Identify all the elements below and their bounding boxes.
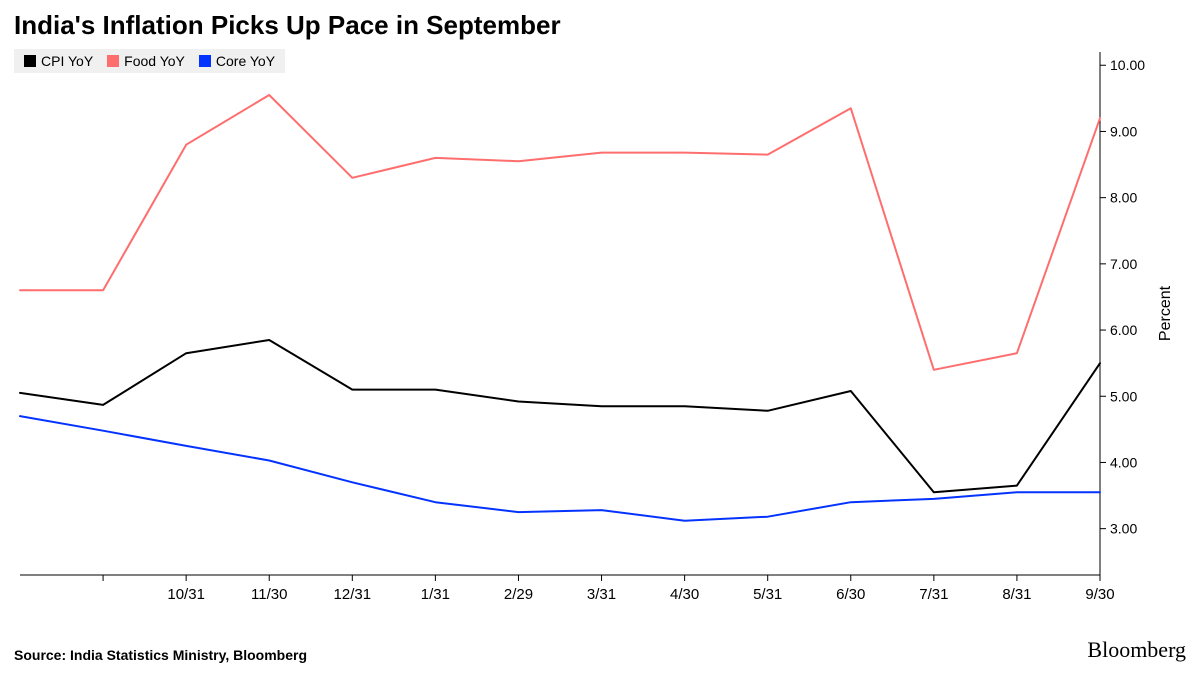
svg-text:9.00: 9.00 [1110, 123, 1137, 139]
svg-text:1/31: 1/31 [421, 586, 450, 603]
svg-text:10/31: 10/31 [167, 586, 205, 603]
svg-text:5.00: 5.00 [1110, 388, 1137, 404]
svg-text:3.00: 3.00 [1110, 521, 1137, 537]
source-text: Source: India Statistics Ministry, Bloom… [14, 647, 307, 663]
svg-text:3/31: 3/31 [587, 586, 616, 603]
svg-text:6/30: 6/30 [836, 586, 865, 603]
chart-title: India's Inflation Picks Up Pace in Septe… [0, 0, 1200, 47]
svg-text:12/31: 12/31 [334, 586, 372, 603]
svg-text:7.00: 7.00 [1110, 256, 1137, 272]
svg-text:8/31: 8/31 [1002, 586, 1031, 603]
svg-text:5/31: 5/31 [753, 586, 782, 603]
svg-text:6.00: 6.00 [1110, 322, 1137, 338]
svg-text:4/30: 4/30 [670, 586, 699, 603]
svg-text:4.00: 4.00 [1110, 454, 1137, 470]
svg-text:11/30: 11/30 [251, 586, 287, 603]
brand-label: Bloomberg [1087, 637, 1186, 663]
svg-text:10.00: 10.00 [1110, 57, 1145, 73]
svg-text:2/29: 2/29 [504, 586, 533, 603]
svg-text:9/30: 9/30 [1085, 586, 1114, 603]
svg-text:7/31: 7/31 [919, 586, 948, 603]
chart-area: 3.00 4.00 5.00 6.00 7.00 8.00 9.00 10.00 Percent… [14, 46, 1186, 617]
svg-text:8.00: 8.00 [1110, 190, 1137, 206]
svg-text:Percent: Percent [1157, 285, 1174, 341]
